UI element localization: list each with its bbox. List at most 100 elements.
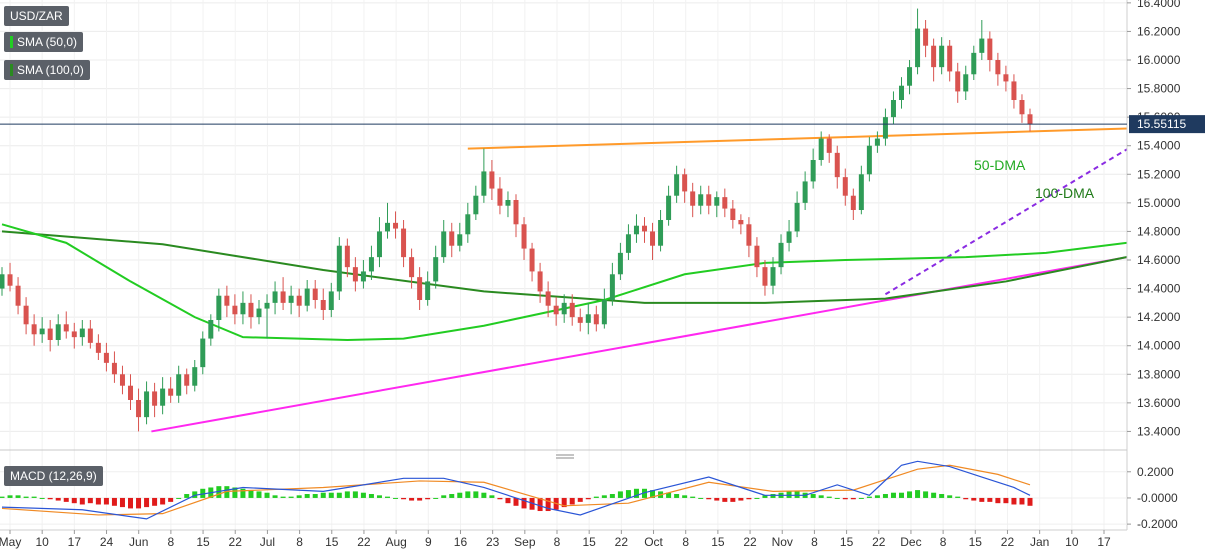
candle-body <box>778 242 784 268</box>
candle <box>200 331 206 375</box>
candle <box>152 382 158 418</box>
candle-body <box>168 388 174 396</box>
x-tick-label: 24 <box>100 535 114 549</box>
candle <box>577 308 583 332</box>
candle-body <box>842 177 848 196</box>
candle <box>449 222 455 258</box>
macd-histogram-bar <box>39 497 45 499</box>
x-tick-label: 15 <box>969 535 983 549</box>
candle <box>465 202 471 243</box>
candle <box>497 177 503 215</box>
candle-body <box>409 257 415 278</box>
candle <box>328 282 334 318</box>
candle-body <box>754 245 760 268</box>
macd-histogram-bar <box>633 488 639 498</box>
macd-histogram-bar <box>111 497 117 506</box>
candle <box>947 40 953 82</box>
candle <box>368 245 374 280</box>
candle <box>128 374 133 410</box>
macd-histogram-bar <box>537 497 543 512</box>
macd-histogram-bar <box>650 490 656 498</box>
price-tick-label: 15.4000 <box>1137 139 1181 153</box>
candle-body <box>746 224 752 246</box>
candle <box>698 185 704 215</box>
candle-body <box>633 225 639 235</box>
macd-histogram-bar <box>642 488 647 498</box>
x-tick-label: 9 <box>425 535 432 549</box>
candle <box>160 377 166 415</box>
candle-body <box>31 324 37 335</box>
macd-histogram-bar <box>232 487 238 498</box>
macd-histogram-bar <box>818 495 824 498</box>
candle-body <box>336 245 342 292</box>
candle-body <box>119 374 125 386</box>
candle <box>224 285 230 318</box>
macd-histogram-bar <box>866 496 872 498</box>
sma100-legend[interactable]: SMA (100,0) <box>4 60 90 80</box>
macd-histogram-bar <box>730 497 736 502</box>
candle-body <box>71 331 77 338</box>
x-tick-label: 22 <box>872 535 886 549</box>
x-tick-label: Nov <box>772 535 793 549</box>
macd-histogram-bar <box>939 494 945 498</box>
candle-body <box>858 174 864 210</box>
candle <box>288 285 294 315</box>
candle <box>272 281 278 315</box>
macd-histogram-bar <box>601 495 607 498</box>
candle <box>7 262 13 292</box>
candle-body <box>834 152 840 178</box>
candle <box>826 134 832 163</box>
symbol-label[interactable]: USD/ZAR <box>4 6 69 26</box>
macd-histogram-bar <box>915 490 921 498</box>
candle <box>417 267 423 310</box>
candle-body <box>224 295 230 306</box>
x-tick-label: 15 <box>325 535 339 549</box>
candle <box>907 60 913 95</box>
sma100-swatch <box>10 64 13 76</box>
candle-body <box>95 342 101 353</box>
macd-histogram-bar <box>184 494 190 498</box>
trendline-resistance <box>467 125 1207 150</box>
macd-histogram-bar <box>441 495 447 498</box>
candle-body <box>7 274 13 286</box>
macd-histogram-bar <box>899 492 904 498</box>
candle <box>642 217 647 243</box>
macd-histogram-bar <box>963 497 969 500</box>
macd-histogram-bar <box>609 494 615 498</box>
macd-histogram-bar <box>754 497 760 499</box>
candle <box>987 31 993 72</box>
candle-body <box>304 288 310 306</box>
macd-histogram-bar <box>850 497 856 500</box>
annotation-100-dma: 100-DMA <box>1035 185 1095 201</box>
candle-body <box>39 328 45 335</box>
price-tick-label: 15.2000 <box>1137 167 1181 181</box>
candle <box>55 314 61 346</box>
candle-body <box>208 320 214 339</box>
x-tick-label: 23 <box>486 535 500 549</box>
candle <box>344 238 350 278</box>
candle <box>336 237 342 300</box>
macd-histogram-bar <box>593 496 599 498</box>
macd-legend[interactable]: MACD (12,26,9) <box>4 466 103 486</box>
macd-histogram-bar <box>296 495 302 498</box>
candle <box>441 220 447 263</box>
macd-histogram-bar <box>256 491 262 498</box>
macd-histogram-bar <box>907 491 913 498</box>
x-tick-label: 15 <box>582 535 596 549</box>
candle <box>47 320 53 352</box>
candle <box>240 291 246 325</box>
candle-body <box>866 145 872 175</box>
x-tick-label: Oct <box>644 535 663 549</box>
candle-body <box>770 267 776 286</box>
candle-body <box>521 224 527 249</box>
candle-body <box>1019 100 1025 115</box>
trendline-support <box>151 241 1207 433</box>
candle-body <box>529 248 535 272</box>
macd-histogram-bar <box>216 486 222 498</box>
price-tick-label: 14.4000 <box>1137 282 1181 296</box>
candle <box>15 277 21 315</box>
sma50-legend[interactable]: SMA (50,0) <box>4 32 84 52</box>
pane-resize-handle[interactable] <box>554 453 576 459</box>
candle-body <box>136 400 142 418</box>
